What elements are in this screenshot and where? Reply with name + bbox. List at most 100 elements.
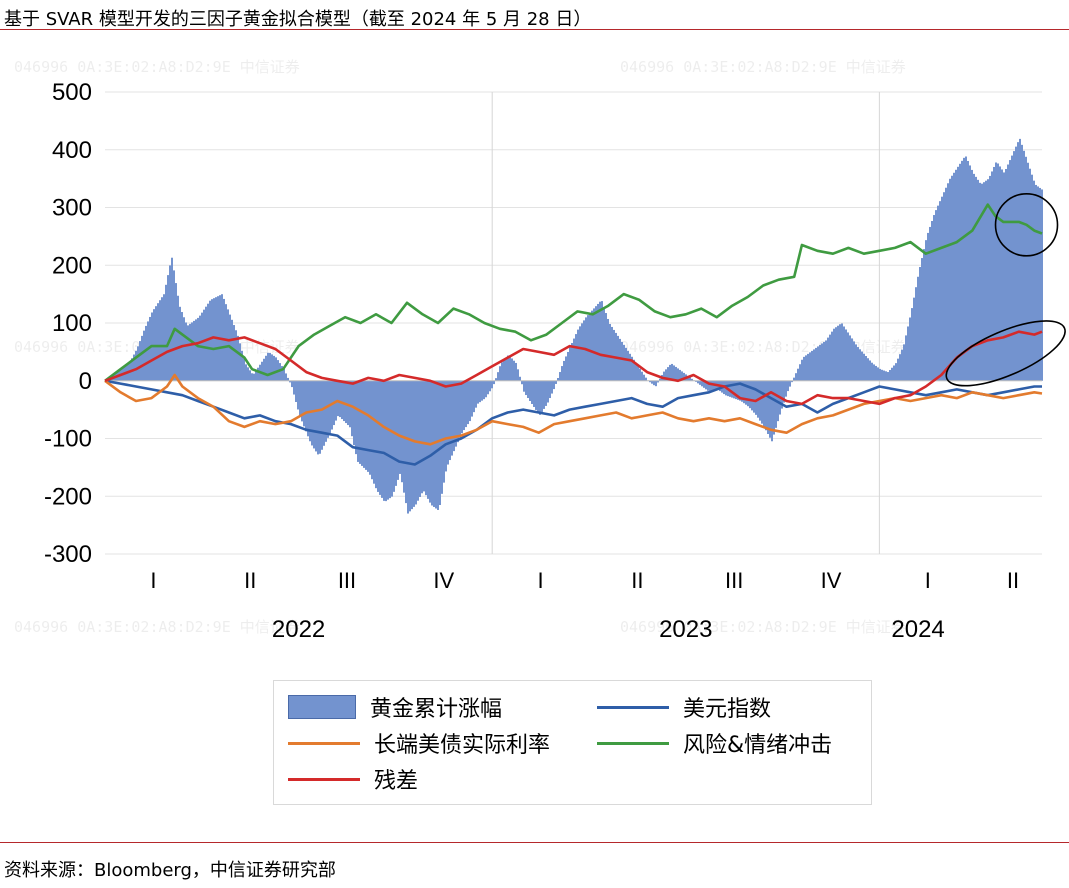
gold-bar: [785, 380, 787, 397]
gold-bar: [897, 358, 899, 381]
legend-label-real-rate: 长端美债实际利率: [374, 733, 551, 758]
gold-bar: [443, 380, 445, 483]
gold-bar: [635, 362, 637, 381]
gold-bar: [825, 340, 827, 381]
gold-bar: [651, 380, 653, 384]
gold-bar: [859, 349, 861, 381]
gold-bar: [613, 329, 615, 381]
gold-bar: [503, 359, 505, 381]
gold-bar: [411, 380, 413, 510]
gold-bar: [375, 380, 377, 489]
gold-bar: [447, 380, 449, 465]
gold-bar: [167, 275, 169, 381]
gold-bar: [231, 319, 233, 381]
gold-bar: [925, 240, 927, 381]
chart-canvas: 046996 0A:3E:02:A8:D2:9E 中信证券 046996 0A:3…: [14, 58, 1066, 643]
gold-bar: [341, 380, 343, 420]
gold-bar: [707, 380, 709, 391]
gold-bar: [551, 380, 553, 394]
gold-bar: [743, 380, 745, 404]
gold-bar: [753, 380, 755, 413]
x-quarter-label: I: [150, 568, 156, 593]
gold-bar: [755, 380, 757, 415]
gold-bar: [285, 373, 287, 381]
gold-bar: [587, 315, 589, 381]
gold-bar: [481, 380, 483, 401]
gold-bar: [269, 352, 271, 381]
gold-bar: [297, 380, 299, 410]
gold-bar: [629, 353, 631, 381]
gold-bar: [171, 257, 173, 381]
gold-bar: [911, 308, 913, 381]
gold-bar: [1029, 168, 1031, 381]
gold-bar: [487, 380, 489, 395]
gold-bar: [839, 324, 841, 381]
gold-bar: [591, 310, 593, 381]
gold-bar: [771, 380, 773, 442]
gold-bar: [527, 380, 529, 399]
gold-bar: [471, 380, 473, 417]
gold-bar: [185, 322, 187, 381]
gold-bar: [211, 299, 213, 381]
gold-bar: [327, 380, 329, 438]
chart-title: 基于 SVAR 模型开发的三因子黄金拟合模型（截至 2024 年 5 月 28 …: [4, 9, 592, 30]
gold-bar: [803, 356, 805, 381]
gold-bar: [253, 373, 255, 381]
gold-bar: [423, 380, 425, 492]
gold-bar: [541, 380, 543, 412]
gold-bar: [323, 380, 325, 446]
gold-bar: [861, 351, 863, 381]
gold-bar: [475, 380, 477, 408]
gold-bar: [583, 320, 585, 381]
gold-bar: [271, 354, 273, 381]
gold-bar: [939, 201, 941, 381]
gold-bar: [965, 156, 967, 381]
gold-bar: [809, 352, 811, 381]
gold-bar: [445, 380, 447, 472]
gold-bar: [243, 358, 245, 381]
gold-bar: [459, 380, 461, 438]
gold-bar: [737, 380, 739, 400]
gold-bar: [407, 380, 409, 514]
gold-bar: [239, 343, 241, 381]
gold-bar: [961, 160, 963, 381]
gold-bar: [137, 346, 139, 381]
gold-bar: [571, 343, 573, 381]
gold-bar: [801, 359, 803, 381]
gold-bar: [649, 380, 651, 383]
gold-bar: [455, 380, 457, 447]
gold-bar: [291, 380, 293, 388]
gold-bar: [711, 380, 713, 392]
gold-bar: [653, 380, 655, 386]
gold-bar: [189, 323, 191, 381]
gold-bar: [769, 380, 771, 438]
gold-bar: [205, 306, 207, 381]
gold-bar: [353, 380, 355, 446]
gold-bar: [191, 322, 193, 381]
gold-bar: [759, 380, 761, 421]
gold-bar: [305, 380, 307, 432]
gold-bar: [213, 298, 215, 381]
gold-bar: [247, 367, 249, 381]
gold-bar: [805, 355, 807, 381]
gold-bar: [557, 377, 559, 381]
gold-bar: [679, 369, 681, 381]
gold-bar: [569, 347, 571, 381]
gold-bar: [563, 360, 565, 381]
gold-bar: [967, 160, 969, 381]
gold-bar: [383, 380, 385, 501]
gold-bar: [265, 355, 267, 381]
gold-bar: [681, 371, 683, 381]
gold-bar: [857, 347, 859, 381]
gold-bar: [161, 297, 163, 381]
gold-bar: [633, 359, 635, 381]
gold-bar: [543, 380, 545, 409]
gold-bar: [1021, 144, 1023, 381]
gold-bar: [281, 366, 283, 381]
gold-bar: [799, 364, 801, 381]
gold-bar: [343, 380, 345, 422]
gold-bar: [155, 306, 157, 381]
gold-bar: [853, 341, 855, 381]
gold-bar: [789, 380, 791, 387]
gold-bar: [815, 347, 817, 381]
